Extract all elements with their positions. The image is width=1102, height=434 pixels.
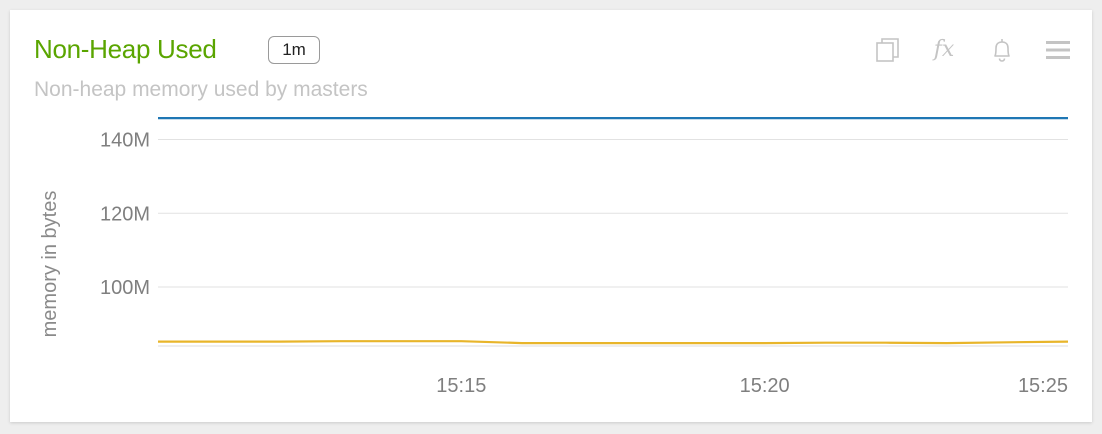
x-tick-label: 15:25 xyxy=(1018,375,1068,397)
chart-panel: Non-Heap Used 1m Non-heap memory used by… xyxy=(10,10,1092,422)
series-lines xyxy=(158,116,1069,345)
y-tick-label: 100M xyxy=(100,277,150,299)
copy-icon[interactable] xyxy=(874,36,902,64)
x-tick-label: 15:20 xyxy=(740,375,790,397)
panel-title: Non-Heap Used xyxy=(34,34,217,64)
y-axis-ticks: 100M 120M 140M xyxy=(100,130,150,300)
y-tick-label: 140M xyxy=(100,130,150,152)
x-tick-label: 15:15 xyxy=(436,375,486,397)
y-tick-label: 120M xyxy=(100,203,150,225)
series-line-2[interactable] xyxy=(158,340,1069,345)
fx-icon[interactable]: fx xyxy=(930,36,958,64)
menu-icon[interactable] xyxy=(1044,36,1072,64)
gridlines xyxy=(158,139,1068,347)
y-axis-label: memory in bytes xyxy=(39,191,61,338)
line-chart: 100M 120M 140M 15:15 15:20 15:25 memory in b… xyxy=(39,116,1069,397)
panel-subtitle: Non-heap memory used by masters xyxy=(34,78,368,101)
fx-icon-label: fx xyxy=(933,37,955,62)
bell-icon[interactable] xyxy=(988,36,1016,64)
interval-badge[interactable]: 1m xyxy=(268,36,320,64)
x-axis-ticks: 15:15 15:20 15:25 xyxy=(436,375,1068,397)
